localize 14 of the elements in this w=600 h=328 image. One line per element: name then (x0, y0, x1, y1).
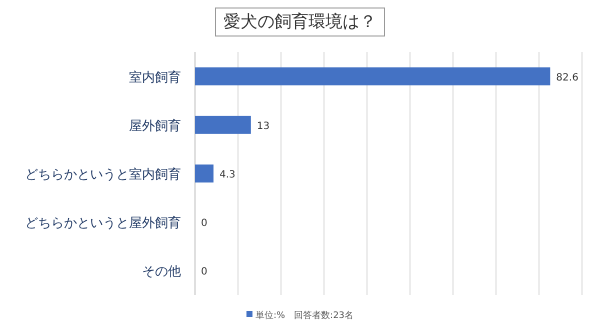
data-label: 0 (201, 218, 208, 230)
legend: 単位:% 回答者数:23名 (246, 311, 354, 321)
y-tick-label: 屋外飼育 (129, 118, 181, 134)
y-tick-label: 室内飼育 (129, 69, 181, 86)
chart-title: 愛犬の飼育環境は？ (224, 12, 376, 32)
y-tick-label: どちらかというと室内飼育 (25, 166, 181, 182)
data-label: 13 (256, 120, 270, 132)
y-tick-label: どちらかというと屋外飼育 (25, 215, 181, 232)
y-tick-label: その他 (142, 264, 181, 280)
data-label: 4.3 (219, 170, 236, 180)
data-label: 0 (201, 266, 208, 278)
legend-label: 単位:% 回答者数:23名 (255, 310, 354, 321)
title: 愛犬の飼育環境は？ (215, 8, 385, 36)
data-label: 82.6 (556, 72, 578, 84)
